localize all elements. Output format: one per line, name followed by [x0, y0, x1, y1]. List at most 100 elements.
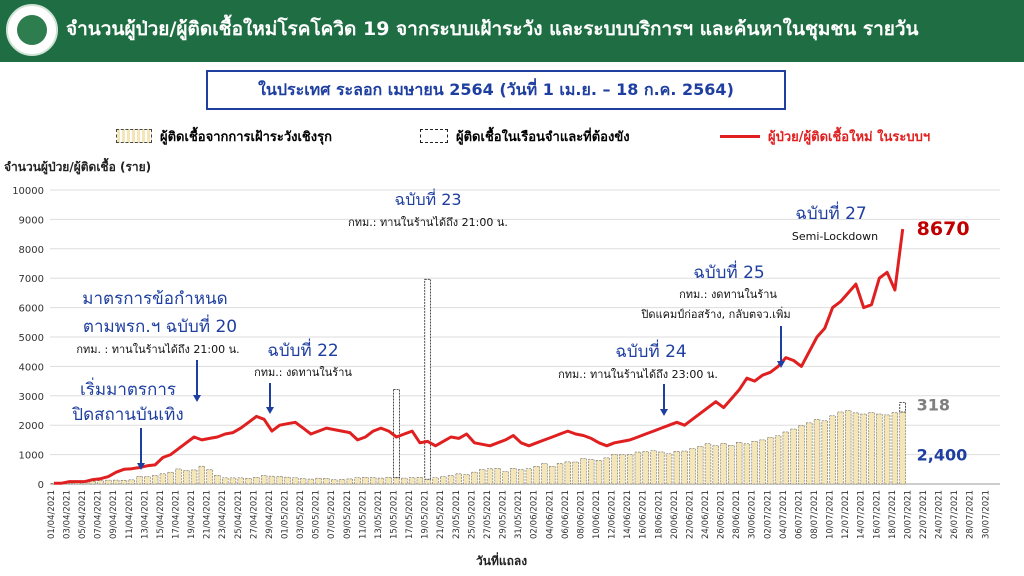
- subtitle: ในประเทศ ระลอก เมษายน 2564 (วันที่ 1 เม.…: [258, 79, 734, 99]
- bar-proactive: [658, 451, 665, 485]
- annotation-text: กทม. : ทานในร้านได้ถึง 21:00 น.: [76, 343, 239, 356]
- y-tick-label: 1000: [19, 451, 44, 462]
- x-tick-label: 18/07/2021: [888, 490, 898, 539]
- x-tick-label: 10/07/2021: [826, 490, 836, 539]
- bar-proactive: [393, 477, 400, 485]
- bar-proactive: [190, 469, 198, 485]
- x-tick-label: 09/04/2021: [109, 490, 119, 539]
- x-tick-label: 29/05/2021: [499, 490, 509, 539]
- x-tick-label: 16/06/2021: [639, 490, 649, 539]
- bar-proactive: [525, 468, 533, 485]
- legend-proactive: ผู้ติดเชื้อจากการเฝ้าระวังเชิงรุก: [116, 126, 332, 146]
- bar-proactive: [245, 478, 252, 485]
- bar-proactive: [167, 471, 174, 485]
- annotation-arrowhead: [193, 395, 201, 402]
- x-tick-label: 15/05/2021: [390, 490, 400, 539]
- x-tick-label: 12/06/2021: [608, 490, 618, 539]
- x-tick-label: 31/05/2021: [514, 490, 524, 539]
- bar-proactive: [479, 469, 486, 485]
- page-title: จำนวนผู้ป่วย/ผู้ติดเชื้อใหม่โรคโควิด 19 …: [66, 18, 919, 40]
- legend-label-system: ผู้ป่วย/ผู้ติดเชื้อใหม่ ในระบบฯ: [768, 129, 931, 145]
- bar-proactive: [759, 439, 766, 485]
- y-tick-label: 3000: [19, 392, 44, 403]
- bar-proactive: [735, 442, 743, 485]
- bar-proactive: [315, 477, 322, 485]
- x-tick-label: 13/05/2021: [374, 490, 384, 539]
- x-tick-label: 28/06/2021: [732, 490, 742, 539]
- annotation-text: ฉบับที่ 27: [795, 201, 866, 224]
- bar-proactive: [260, 475, 268, 485]
- bar-proactive: [494, 468, 501, 485]
- x-tick-label: 25/05/2021: [467, 490, 477, 539]
- annotation-text: ฉบับที่ 25: [693, 260, 764, 283]
- bar-proactive: [603, 457, 610, 485]
- y-tick-label: 8000: [19, 245, 44, 256]
- x-tick-label: 20/06/2021: [670, 490, 680, 539]
- y-tick-label: 4000: [19, 362, 44, 373]
- series-line-system: [53, 228, 905, 485]
- x-tick-label: 17/04/2021: [171, 490, 181, 539]
- bar-proactive: [883, 414, 891, 485]
- x-tick-label: 20/07/2021: [903, 490, 913, 539]
- annotation-text: ฉบับที่ 23: [394, 188, 461, 209]
- bar-proactive: [502, 471, 509, 485]
- bar-proactive: [416, 477, 424, 485]
- bar-proactive: [681, 450, 688, 485]
- annotation-arrowhead: [660, 409, 668, 416]
- bar-proactive: [89, 481, 96, 485]
- bar-proactive: [276, 476, 283, 485]
- bar-proactive: [214, 475, 221, 485]
- bar-proactive: [891, 412, 899, 485]
- annotation-text: Semi-Lockdown: [792, 230, 878, 243]
- x-tick-label: 06/07/2021: [794, 490, 804, 539]
- legend-swatch-system: [720, 134, 760, 138]
- x-tick-label: 06/06/2021: [561, 490, 571, 539]
- bar-proactive: [642, 451, 649, 485]
- bar-proactive: [136, 475, 143, 485]
- x-tick-label: 03/04/2021: [62, 490, 72, 539]
- bar-proactive: [790, 428, 797, 485]
- bar-proactive: [556, 463, 564, 485]
- header-bar: จำนวนผู้ป่วย/ผู้ติดเชื้อใหม่โรคโควิด 19 …: [0, 0, 1024, 62]
- legend-system: ผู้ป่วย/ผู้ติดเชื้อใหม่ ในระบบฯ: [720, 126, 930, 146]
- bar-proactive: [74, 482, 81, 485]
- bar-proactive: [284, 476, 291, 485]
- bar-proactive: [377, 477, 385, 485]
- annotation-text: ฉบับที่ 24: [615, 339, 686, 362]
- bar-proactive: [151, 475, 159, 485]
- x-tick-label: 05/04/2021: [78, 490, 88, 539]
- annotation-text: ตามพรก.ฯ ฉบับที่ 20: [83, 314, 237, 337]
- bar-proactive: [868, 412, 875, 485]
- x-tick-label: 24/07/2021: [935, 490, 945, 539]
- bar-proactive: [619, 454, 626, 485]
- bar-proactive: [564, 461, 571, 485]
- bar-proactive: [572, 461, 579, 485]
- bar-proactive: [292, 477, 299, 485]
- bar-proactive: [253, 477, 260, 485]
- bar-proactive: [455, 473, 462, 485]
- bar-proactive: [424, 478, 431, 485]
- y-tick-label: 9000: [19, 215, 44, 226]
- bar-proactive: [743, 443, 751, 485]
- legend-label-prison: ผู้ติดเชื้อในเรือนจำและที่ต้องขัง: [456, 129, 630, 145]
- x-tick-label: 13/04/2021: [140, 490, 150, 539]
- x-tick-label: 01/05/2021: [281, 490, 291, 539]
- bar-proactive: [517, 469, 525, 485]
- x-tick-label: 26/06/2021: [717, 490, 727, 539]
- bar-proactive: [175, 468, 182, 485]
- bar-prison: [393, 389, 400, 479]
- bar-proactive: [829, 415, 836, 485]
- bar-proactive: [899, 411, 906, 485]
- ministry-seal-icon: [6, 4, 58, 56]
- bar-proactive: [728, 445, 735, 485]
- x-tick-label: 18/06/2021: [654, 490, 664, 539]
- x-tick-label: 25/04/2021: [234, 490, 244, 539]
- x-tick-label: 17/05/2021: [405, 490, 415, 539]
- x-tick-label: 19/05/2021: [421, 490, 431, 539]
- x-tick-label: 14/06/2021: [623, 490, 633, 539]
- bar-proactive: [782, 431, 790, 485]
- x-axis-label: วันที่แถลง: [476, 554, 528, 568]
- bar-proactive: [362, 477, 369, 485]
- subtitle-box: ในประเทศ ระลอก เมษายน 2564 (วันที่ 1 เม.…: [206, 70, 786, 110]
- y-tick-label: 2000: [19, 421, 44, 432]
